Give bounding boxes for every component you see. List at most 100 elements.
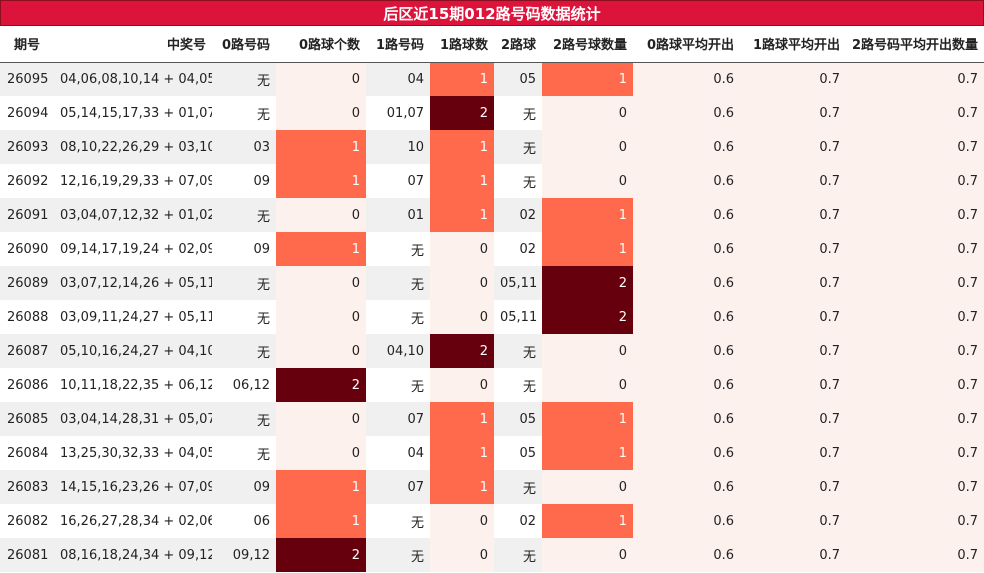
issue-cell: 26088 [0,300,54,334]
route1-numbers-cell: 无 [366,538,430,572]
route0-count-cell: 2 [276,538,366,572]
route0-average-cell: 0.6 [633,96,740,130]
route0-numbers-cell: 无 [212,198,276,232]
header-issue: 期号 [0,26,54,63]
route2-average-cell: 0.7 [846,334,984,368]
route1-numbers-cell: 10 [366,130,430,164]
issue-cell: 26090 [0,232,54,266]
route1-count-cell: 0 [430,300,494,334]
route0-count-cell: 0 [276,62,366,96]
route2-numbers-cell: 无 [494,368,542,402]
route1-count-cell: 0 [430,368,494,402]
issue-cell: 26087 [0,334,54,368]
route0-count-cell: 0 [276,436,366,470]
table-row: 26089 03,07,12,14,26 + 05,11 无 0 无 0 05,11 2 0.6… [0,266,984,300]
route1-average-cell: 0.7 [740,300,846,334]
route1-average-cell: 0.7 [740,130,846,164]
table-title: 后区近15期012路号码数据统计 [0,0,984,26]
route1-numbers-cell: 01 [366,198,430,232]
route0-average-cell: 0.6 [633,198,740,232]
table-row: 26084 13,25,30,32,33 + 04,05 无 0 04 1 05 1 0.6 0.… [0,436,984,470]
route0-count-cell: 0 [276,300,366,334]
route0-numbers-cell: 09,12 [212,538,276,572]
header-winning-numbers: 中奖号 [54,26,212,63]
table-row: 26085 03,04,14,28,31 + 05,07 无 0 07 1 05 1 0.6 0.… [0,402,984,436]
route1-numbers-cell: 04 [366,62,430,96]
header-route0-average: 0路球平均开出 [633,26,740,63]
route0-average-cell: 0.6 [633,368,740,402]
table-row: 26087 05,10,16,24,27 + 04,10 无 0 04,10 2 无 0 0.6… [0,334,984,368]
issue-cell: 26082 [0,504,54,538]
issue-cell: 26093 [0,130,54,164]
issue-cell: 26091 [0,198,54,232]
route0-average-cell: 0.6 [633,130,740,164]
route0-count-cell: 0 [276,198,366,232]
route1-numbers-cell: 无 [366,300,430,334]
route1-average-cell: 0.7 [740,538,846,572]
route1-numbers-cell: 07 [366,164,430,198]
route0-count-cell: 0 [276,334,366,368]
route0-numbers-cell: 06,12 [212,368,276,402]
route0-count-cell: 1 [276,470,366,504]
route0-average-cell: 0.6 [633,470,740,504]
header-route0-numbers: 0路号码 [212,26,276,63]
route2-numbers-cell: 无 [494,334,542,368]
route2-average-cell: 0.7 [846,198,984,232]
route2-count-cell: 2 [542,266,633,300]
winning-numbers-cell: 14,15,16,23,26 + 07,09 [54,470,212,504]
route0-numbers-cell: 无 [212,334,276,368]
winning-numbers-cell: 12,16,19,29,33 + 07,09 [54,164,212,198]
route2-average-cell: 0.7 [846,300,984,334]
route2-count-cell: 0 [542,538,633,572]
route1-average-cell: 0.7 [740,164,846,198]
route1-numbers-cell: 无 [366,266,430,300]
route2-count-cell: 1 [542,62,633,96]
route0-average-cell: 0.6 [633,402,740,436]
issue-cell: 26094 [0,96,54,130]
route2-numbers-cell: 无 [494,130,542,164]
route1-count-cell: 1 [430,470,494,504]
route0-average-cell: 0.6 [633,538,740,572]
route2-count-cell: 1 [542,232,633,266]
route2-count-cell: 1 [542,198,633,232]
route1-average-cell: 0.7 [740,470,846,504]
route2-numbers-cell: 无 [494,164,542,198]
route0-numbers-cell: 09 [212,232,276,266]
route1-count-cell: 0 [430,232,494,266]
header-route2-count: 2路号球数量 [542,26,633,63]
issue-cell: 26085 [0,402,54,436]
route2-average-cell: 0.7 [846,96,984,130]
route1-count-cell: 0 [430,504,494,538]
route0-average-cell: 0.6 [633,300,740,334]
route0-numbers-cell: 09 [212,164,276,198]
issue-cell: 26089 [0,266,54,300]
route2-count-cell: 0 [542,368,633,402]
route2-numbers-cell: 05 [494,62,542,96]
stats-table: 期号 中奖号 0路号码 0路球个数 1路号码 1路球数 2路球 2路号球数量 0… [0,26,984,572]
route0-average-cell: 0.6 [633,436,740,470]
route1-count-cell: 1 [430,402,494,436]
header-route1-numbers: 1路号码 [366,26,430,63]
route2-count-cell: 1 [542,504,633,538]
route1-count-cell: 1 [430,130,494,164]
route2-count-cell: 0 [542,96,633,130]
route2-count-cell: 1 [542,402,633,436]
route0-numbers-cell: 09 [212,470,276,504]
route0-numbers-cell: 无 [212,300,276,334]
route2-average-cell: 0.7 [846,402,984,436]
route2-count-cell: 1 [542,436,633,470]
route2-count-cell: 0 [542,334,633,368]
winning-numbers-cell: 08,10,22,26,29 + 03,10 [54,130,212,164]
route1-count-cell: 2 [430,96,494,130]
route2-average-cell: 0.7 [846,130,984,164]
issue-cell: 26086 [0,368,54,402]
route2-numbers-cell: 无 [494,470,542,504]
winning-numbers-cell: 08,16,18,24,34 + 09,12 [54,538,212,572]
issue-cell: 26084 [0,436,54,470]
route0-average-cell: 0.6 [633,504,740,538]
route1-average-cell: 0.7 [740,504,846,538]
route2-numbers-cell: 05,11 [494,300,542,334]
header-route2-average: 2路号码平均开出数量 [846,26,984,63]
route2-average-cell: 0.7 [846,266,984,300]
table-row: 26091 03,04,07,12,32 + 01,02 无 0 01 1 02 1 0.6 0.… [0,198,984,232]
